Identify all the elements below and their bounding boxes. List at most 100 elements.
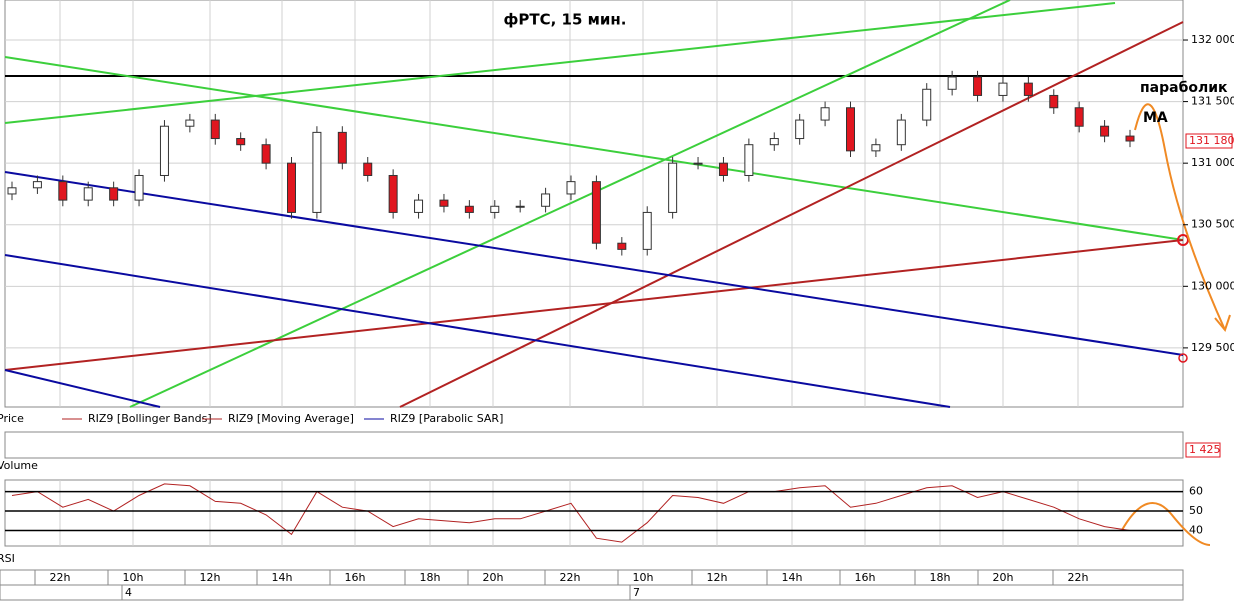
trend-line [4,171,1184,356]
candle-body [922,88,932,121]
value-box [1185,442,1221,458]
candle-body [998,82,1008,96]
candle-body [439,199,449,207]
candle-body [947,76,957,90]
y-tick-label: 131 000 [1191,156,1234,169]
candle-body [490,205,500,213]
time-label: 16h [345,571,366,584]
volume-panel [4,431,1184,459]
trend-line [4,239,1184,371]
candle-body [159,125,169,176]
y-tick-label: 40 [1189,523,1203,536]
grid-layer [5,0,1183,546]
candle-body [261,144,271,164]
candle-body [718,162,728,176]
candle-body [1074,107,1084,127]
candle-body [846,107,855,152]
annotation: MA [1143,110,1168,126]
time-label: 18h [420,571,441,584]
rsi-panel [4,479,1184,547]
time-label: 22h [560,571,581,584]
chart-title: фРТС, 15 мин. [504,11,627,29]
candle-body [363,162,373,176]
candle-body [566,181,576,195]
marks [7,70,1135,543]
candle-body [134,174,144,201]
volume-last: 1 425 [1189,443,1221,456]
arrow-head [1214,314,1231,333]
trend-line [4,254,951,408]
candle-body [896,119,906,146]
y-tick-label: 50 [1189,504,1203,517]
trend-lines [4,0,1231,546]
candle-body [1049,94,1059,109]
trend-line [4,56,1184,241]
panel-label: Volume [0,459,38,472]
candle-body [210,119,220,140]
candle-body [388,174,398,213]
candle-body [32,181,42,189]
candle-body [236,138,246,146]
candle-body [515,205,525,208]
trend-line [4,2,1116,124]
time-label: 20h [483,571,504,584]
candle-body [769,138,779,146]
candle-body [109,187,119,201]
annotation: параболик [1140,80,1228,96]
candle-body [744,144,754,176]
candle-body [820,107,830,121]
candle-body [312,131,322,213]
y-tick-label: 131 500 [1191,95,1234,108]
candle-body [337,131,347,164]
time-label: 20h [993,571,1014,584]
candle-body [642,211,652,250]
candle-body [185,119,195,127]
candle-body [1023,82,1033,96]
price-box [1185,133,1233,149]
legend-entry: RIZ9 [Moving Average] [228,412,354,425]
time-label: 14h [272,571,293,584]
time-label: 10h [123,571,144,584]
candle-body [693,162,703,165]
price-panel [4,0,1184,408]
candle-body [287,162,296,213]
forecast-arrow [1134,103,1226,331]
candle-body [1125,135,1135,142]
candle-body [617,242,627,250]
y-tick-label: 130 500 [1191,218,1234,231]
y-tick-label: 60 [1189,485,1203,498]
candle-body [1100,125,1110,137]
y-tick-label: 132 000 [1191,33,1234,46]
candle-body [7,187,17,195]
marker [1178,353,1188,363]
candle-body [83,187,93,201]
marker [1177,234,1189,246]
time-label: 22h [50,571,71,584]
date-label: 7 [633,586,640,599]
candle-body [668,162,678,213]
time-label: 12h [707,571,728,584]
legend-entry: RIZ9 [Parabolic SAR] [390,412,503,425]
y-tick-label: 130 000 [1191,279,1234,292]
trend-line [4,369,161,408]
trend-line [399,21,1184,408]
legend-entry: Price [0,412,24,425]
candle-body [795,119,805,140]
y-tick-label: 129 500 [1191,341,1234,354]
candle-body [973,76,983,96]
candle-body [464,205,474,213]
time-label: 22h [1068,571,1089,584]
legend-entry: RIZ9 [Bollinger Bands] [88,412,212,425]
date-label: 4 [125,586,132,599]
panel-label: RSI [0,552,15,565]
last-price: 131 180 [1189,134,1234,147]
candle-body [871,144,881,152]
time-label: 16h [855,571,876,584]
candle-body [414,199,424,213]
time-label: 12h [200,571,221,584]
candle-body [58,181,68,201]
candle-body [541,193,551,207]
candle-body [591,181,601,244]
time-label: 18h [930,571,951,584]
